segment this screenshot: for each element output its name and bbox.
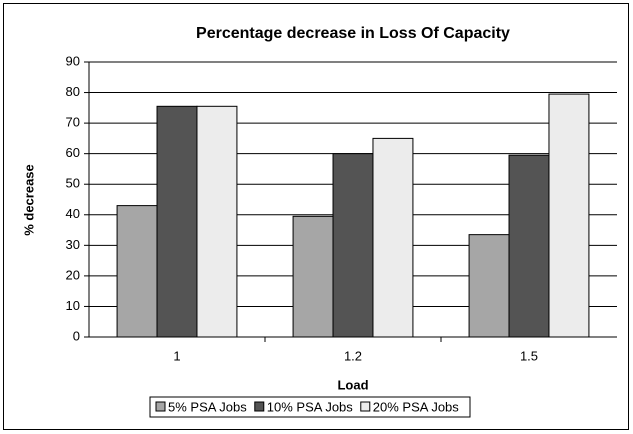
legend-box — [149, 396, 471, 418]
bar — [116, 205, 158, 338]
y-tick-label: 70 — [66, 115, 80, 130]
bar — [468, 234, 510, 338]
legend-swatch — [360, 401, 371, 412]
x-tick-label: 1 — [173, 348, 180, 363]
y-tick-label: 40 — [66, 206, 80, 221]
bar — [156, 105, 198, 338]
y-axis-label: % decrease — [21, 164, 36, 236]
x-tick-label: 1.2 — [344, 348, 362, 363]
legend-label: 10% PSA Jobs — [267, 399, 353, 414]
bar — [332, 153, 374, 338]
legend-swatch — [254, 401, 265, 412]
chart-title: Percentage decrease in Loss Of Capacity — [196, 25, 510, 42]
bar — [292, 215, 334, 338]
y-tick-label: 50 — [66, 176, 80, 191]
legend-label: 5% PSA Jobs — [168, 399, 247, 414]
y-tick-label: 10 — [66, 298, 80, 313]
y-tick-label: 20 — [66, 267, 80, 282]
bar — [196, 105, 238, 338]
legend-swatch — [155, 401, 166, 412]
x-tick-label: 1.5 — [520, 348, 538, 363]
x-axis-label: Load — [337, 377, 368, 392]
bar — [372, 137, 414, 338]
bar — [548, 93, 590, 338]
y-tick-label: 90 — [66, 53, 80, 68]
y-tick-label: 80 — [66, 84, 80, 99]
y-tick-label: 0 — [73, 328, 80, 343]
y-tick-label: 60 — [66, 145, 80, 160]
y-tick-label: 30 — [66, 237, 80, 252]
bar — [508, 154, 550, 338]
legend-label: 20% PSA Jobs — [373, 399, 459, 414]
